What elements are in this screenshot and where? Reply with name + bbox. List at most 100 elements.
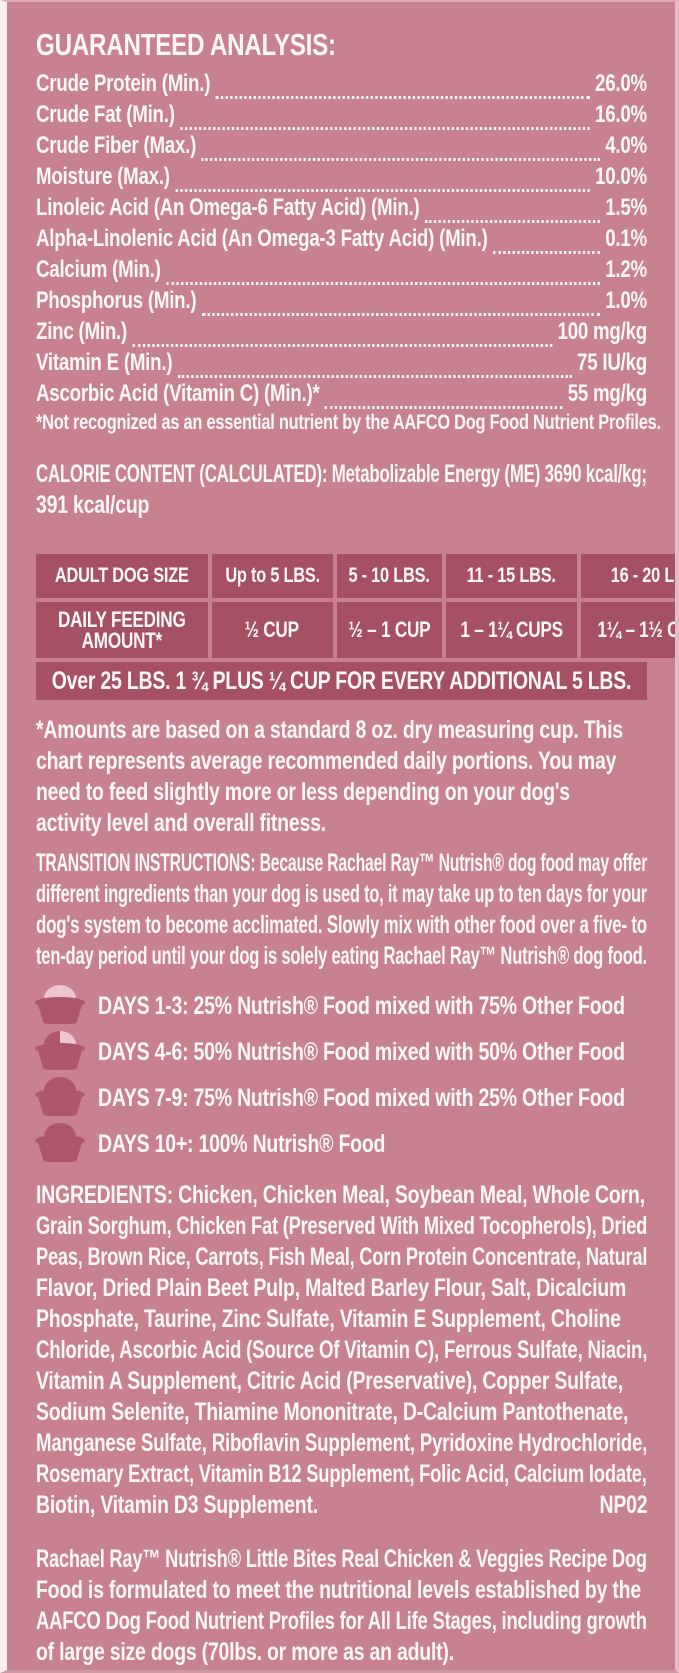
ga-label: Phosphorus (Min.)	[36, 287, 197, 314]
bowl-body	[37, 1001, 83, 1024]
ga-value: 1.0%	[605, 287, 647, 314]
ga-footnote: *Not recognized as an essential nutrient…	[36, 411, 661, 434]
ingredients-last-line: Biotin, Vitamin D3 Supplement. NP02	[36, 1490, 647, 1521]
ga-label: Crude Protein (Min.)	[36, 70, 211, 97]
cell-text: 16 - 20 LBS.	[610, 564, 675, 587]
ga-value: 10.0%	[595, 163, 647, 190]
ga-value: 26.0%	[595, 70, 647, 97]
ga-label: Crude Fiber (Max.)	[36, 132, 197, 159]
transition-line: dog's system to become acclimated. Slowl…	[36, 911, 647, 939]
guaranteed-analysis-list: Crude Protein (Min.) 26.0% Crude Fat (Mi…	[36, 68, 647, 409]
ga-label: Moisture (Max.)	[36, 163, 170, 190]
ga-label: Alpha-Linolenic Acid (An Omega-3 Fatty A…	[36, 225, 488, 252]
cell-text: DAILY FEEDING AMOUNT*	[57, 607, 186, 653]
cell-amount-half-cup: ½ CUP	[211, 602, 333, 658]
calorie-line: CALORIE CONTENT (CALCULATED): Metaboliza…	[36, 460, 647, 488]
calorie-line: 391 kcal/cup	[36, 491, 150, 519]
ingredients-line: INGREDIENTS: Chicken, Chicken Meal, Soyb…	[36, 1181, 645, 1209]
aafco-line: of large size dogs (70lbs. or more as an…	[36, 1638, 454, 1666]
cell-text: ADULT DOG SIZE	[54, 564, 189, 587]
note-line: activity level and overall fitness.	[36, 809, 326, 837]
over-25-lbs-row: Over 25 LBS. 1 ¾ PLUS ¼ CUP FOR EVERY AD…	[36, 662, 647, 700]
ingredients-line: Grain Sorghum, Chicken Fat (Preserved Wi…	[36, 1212, 648, 1240]
dot-leader	[201, 135, 600, 161]
ga-row-zinc: Zinc (Min.) 100 mg/kg	[36, 316, 647, 347]
header-cell-5-10-lbs: 5 - 10 LBS.	[336, 554, 442, 598]
feeding-chart-table: ADULT DOG SIZE Up to 5 LBS. 5 - 10 LBS. …	[36, 554, 675, 700]
dog-bowl-25-percent-icon	[35, 984, 85, 1028]
ga-value: 0.1%	[605, 225, 647, 252]
aafco-line: AAFCO Dog Food Nutrient Profiles for All…	[36, 1607, 647, 1635]
ingredients-line: Biotin, Vitamin D3 Supplement.	[36, 1491, 318, 1519]
cell-text: 11 - 15 LBS.	[466, 564, 556, 587]
bowl-body	[37, 1139, 83, 1162]
cell-text: ½ – 1 CUP	[348, 617, 431, 642]
product-code: NP02	[599, 1491, 647, 1519]
cell-amount-1q-1h-cups: 1¼ – 1½ CUPS	[580, 602, 675, 658]
bowl-body	[37, 1047, 83, 1070]
dot-leader	[180, 104, 590, 130]
transition-line: ten-day period until your dog is solely …	[36, 942, 647, 970]
day-label: DAYS 7-9: 75% Nutrish® Food mixed with 2…	[98, 1083, 625, 1112]
day-row-7-9: DAYS 7-9: 75% Nutrish® Food mixed with 2…	[35, 1075, 647, 1121]
day-row-4-6: DAYS 4-6: 50% Nutrish® Food mixed with 5…	[35, 1029, 647, 1075]
note-line: need to feed slightly more or less depen…	[36, 778, 570, 806]
cell-amount-1-1q-cups: 1 – 1¼ CUPS	[445, 602, 577, 658]
ga-value: 100 mg/kg	[557, 318, 648, 345]
day-row-10-plus: DAYS 10+: 100% Nutrish® Food	[35, 1121, 647, 1167]
ga-value: 1.5%	[605, 194, 647, 221]
ingredients-line: Vitamin A Supplement, Citric Acid (Prese…	[36, 1367, 623, 1395]
ga-row-alpha-linolenic-acid: Alpha-Linolenic Acid (An Omega-3 Fatty A…	[36, 223, 647, 254]
ga-row-ascorbic-acid: Ascorbic Acid (Vitamin C) (Min.)* 55 mg/…	[36, 378, 647, 409]
note-line: chart represents average recommended dai…	[36, 747, 617, 775]
day-row-1-3: DAYS 1-3: 25% Nutrish® Food mixed with 7…	[35, 983, 647, 1029]
ingredients-line: Peas, Brown Rice, Carrots, Fish Meal, Co…	[36, 1243, 648, 1271]
day-label: DAYS 1-3: 25% Nutrish® Food mixed with 7…	[98, 991, 625, 1020]
ga-value: 16.0%	[595, 101, 647, 128]
ga-label: Crude Fat (Min.)	[36, 101, 175, 128]
cell-text: ½ CUP	[245, 617, 300, 642]
dot-leader	[324, 383, 563, 409]
ga-value: 4.0%	[605, 132, 647, 159]
day-label: DAYS 10+: 100% Nutrish® Food	[98, 1129, 386, 1158]
ga-row-crude-fat: Crude Fat (Min.) 16.0%	[36, 99, 647, 130]
ingredients-line: Phosphate, Taurine, Zinc Sulfate, Vitami…	[36, 1305, 621, 1333]
ingredients-line: Manganese Sulfate, Riboflavin Supplement…	[36, 1429, 648, 1457]
dog-bowl-75-percent-icon	[35, 1076, 85, 1120]
cell-text: 5 - 10 LBS.	[348, 564, 430, 587]
ga-label: Zinc (Min.)	[36, 318, 128, 345]
aafco-line: Rachael Ray™ Nutrish® Little Bites Real …	[36, 1545, 647, 1573]
ga-label: Linoleic Acid (An Omega-6 Fatty Acid) (M…	[36, 194, 420, 221]
guaranteed-analysis-title: GUARANTEED ANALYSIS:	[36, 27, 336, 62]
dot-leader	[177, 352, 572, 378]
aafco-line: Food is formulated to meet the nutrition…	[36, 1576, 641, 1604]
dot-leader	[493, 228, 600, 254]
cell-daily-feeding-amount: DAILY FEEDING AMOUNT*	[36, 602, 208, 658]
dot-leader	[425, 197, 600, 223]
day-label: DAYS 4-6: 50% Nutrish® Food mixed with 5…	[98, 1037, 625, 1066]
ga-value: 1.2%	[605, 256, 647, 283]
cell-text: Over 25 LBS. 1 ¾ PLUS ¼ CUP FOR EVERY AD…	[51, 666, 632, 695]
ga-label: Calcium (Min.)	[36, 256, 161, 283]
transition-instructions: TRANSITION INSTRUCTIONS: Because Rachael…	[36, 848, 647, 972]
ga-row-calcium: Calcium (Min.) 1.2%	[36, 254, 647, 285]
header-cell-up-to-5-lbs: Up to 5 LBS.	[211, 554, 333, 598]
ingredients-line: Rosemary Extract, Vitamin B12 Supplement…	[36, 1460, 647, 1488]
ga-row-phosphorus: Phosphorus (Min.) 1.0%	[36, 285, 647, 316]
ingredients-list: INGREDIENTS: Chicken, Chicken Meal, Soyb…	[36, 1180, 647, 1521]
header-cell-16-20-lbs: 16 - 20 LBS.	[580, 554, 675, 598]
dog-bowl-100-percent-icon	[35, 1122, 85, 1166]
ga-value: 55 mg/kg	[567, 380, 648, 407]
cell-text: Up to 5 LBS.	[224, 564, 320, 587]
transition-line: different ingredients than your dog is u…	[36, 880, 647, 908]
ga-label: Vitamin E (Min.)	[36, 349, 173, 376]
ga-row-crude-fiber: Crude Fiber (Max.) 4.0%	[36, 130, 647, 161]
dot-leader	[175, 166, 590, 192]
transition-days-list: DAYS 1-3: 25% Nutrish® Food mixed with 7…	[35, 983, 647, 1167]
cell-amount-half-1-cup: ½ – 1 CUP	[336, 602, 442, 658]
dot-leader	[201, 290, 600, 316]
transition-line: TRANSITION INSTRUCTIONS: Because Rachael…	[36, 849, 648, 877]
dog-bowl-50-percent-icon	[35, 1030, 85, 1074]
header-cell-11-15-lbs: 11 - 15 LBS.	[445, 554, 577, 598]
